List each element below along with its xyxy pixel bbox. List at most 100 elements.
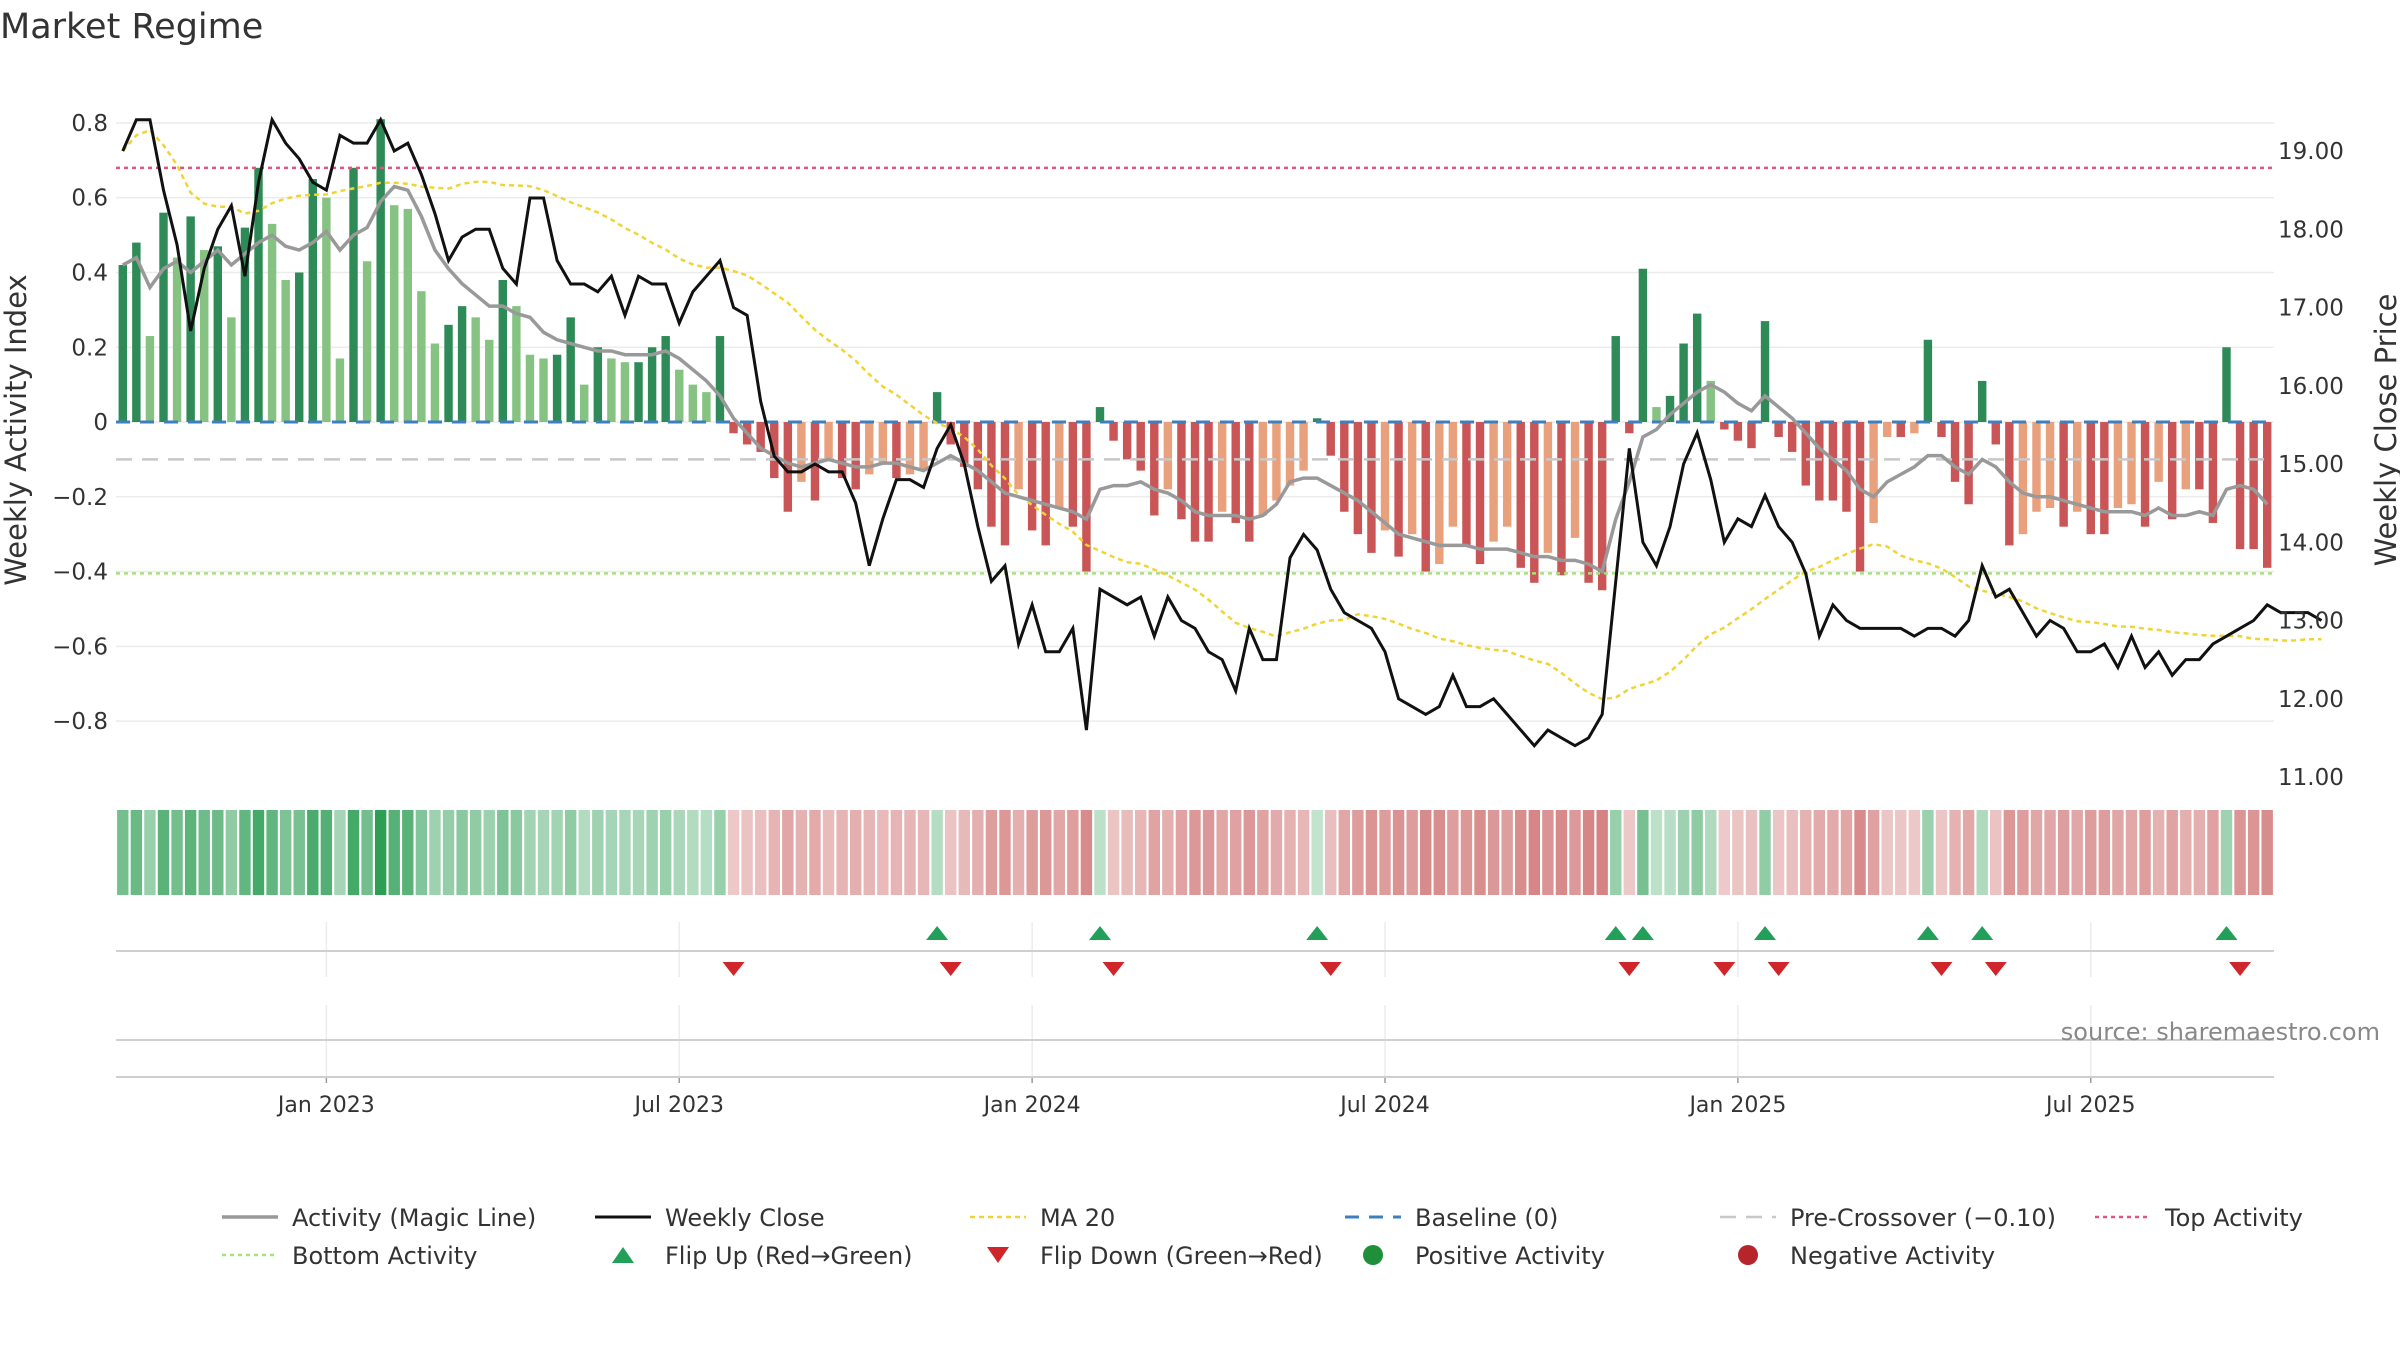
regime-cell (1990, 810, 2002, 895)
regime-cell (1352, 810, 1364, 895)
left-axis-title: Weekly Activity Index (0, 274, 33, 585)
activity-bar (1082, 422, 1091, 572)
activity-bar (213, 246, 222, 423)
activity-bar (1231, 422, 1240, 523)
activity-bar (308, 179, 318, 423)
activity-bar (1679, 343, 1688, 423)
x-tick-label: Jul 2024 (1338, 1093, 1430, 1118)
left-tick-label: −0.2 (52, 485, 108, 511)
regime-cell (1365, 810, 1378, 895)
regime-cell (266, 810, 278, 895)
activity-bar (1014, 422, 1023, 490)
regime-cell (1542, 810, 1554, 895)
right-tick-label: 18.00 (2278, 217, 2344, 243)
activity-bar (417, 291, 426, 423)
activity-bar (1190, 422, 1200, 542)
activity-bar (1136, 422, 1145, 471)
flip-down-marker (1618, 962, 1641, 976)
activity-bar (1150, 422, 1159, 516)
activity-bar (1855, 422, 1865, 572)
flip-down-marker (1713, 962, 1736, 976)
regime-cell (1637, 810, 1649, 895)
regime-cell (768, 810, 780, 895)
regime-cell (551, 810, 563, 895)
regime-cell (836, 810, 848, 895)
right-tick-label: 15.00 (2278, 452, 2344, 478)
activity-bar (186, 216, 195, 423)
regime-cell (1691, 810, 1703, 895)
regime-cell (863, 810, 875, 895)
regime-cell (944, 810, 957, 895)
chart-title: Market Regime (0, 7, 263, 47)
regime-cell (1664, 810, 1676, 895)
regime-cell (1650, 810, 1663, 895)
activity-bar (2059, 422, 2068, 527)
regime-cell (795, 810, 808, 895)
right-tick-label: 16.00 (2278, 374, 2344, 400)
left-tick-label: −0.4 (52, 560, 108, 586)
x-tick-label: Jan 2025 (1687, 1093, 1786, 1118)
regime-cell (2057, 810, 2070, 895)
left-tick-label: 0.4 (71, 260, 108, 286)
regime-cell (659, 810, 672, 895)
flip-down-marker (2229, 962, 2252, 976)
activity-bar (390, 205, 399, 423)
activity-bar (335, 358, 345, 423)
activity-bar (525, 354, 535, 423)
regime-cell (1854, 810, 1866, 895)
regime-cell (1922, 810, 1934, 895)
activity-bar (118, 265, 127, 423)
regime-cell (809, 810, 821, 895)
activity-bar (702, 392, 711, 423)
regime-cell (1107, 810, 1120, 895)
regime-cell (958, 810, 970, 895)
regime-cell (1447, 810, 1459, 895)
regime-cell (849, 810, 862, 895)
regime-cell (822, 810, 835, 895)
regime-cell (2098, 810, 2111, 895)
activity-bar (159, 212, 168, 423)
activity-bar (1597, 422, 1607, 591)
regime-cell (307, 810, 319, 895)
regime-cell (429, 810, 441, 895)
activity-bar (1095, 407, 1105, 423)
regime-cell (1216, 810, 1228, 895)
regime-cell (2247, 810, 2260, 895)
activity-bar (688, 384, 698, 423)
regime-cell (1528, 810, 1541, 895)
regime-cell (198, 810, 210, 895)
activity-bar (1787, 422, 1797, 452)
regime-cell (1121, 810, 1133, 895)
activity-bar (376, 119, 385, 423)
activity-bar (932, 392, 942, 423)
activity-bar (254, 167, 263, 423)
activity-bar (1611, 336, 1620, 423)
activity-bar (281, 279, 290, 423)
regime-cell (1949, 810, 1961, 895)
activity-bar (227, 317, 236, 423)
activity-bar (1760, 321, 1770, 423)
regime-cell (2193, 810, 2206, 895)
regime-cell (1501, 810, 1513, 895)
regime-cell (985, 810, 998, 895)
regime-cell (2139, 810, 2151, 895)
activity-bar (444, 324, 453, 423)
regime-cell (1189, 810, 1201, 895)
regime-cell (1515, 810, 1527, 895)
regime-cell (1338, 810, 1350, 895)
regime-cell (1813, 810, 1826, 895)
flip-up-marker (1754, 926, 1777, 940)
legend-swatch (612, 1247, 634, 1263)
activity-bar (403, 208, 413, 423)
activity-bar (1530, 422, 1539, 583)
activity-bar (1543, 422, 1553, 553)
activity-bar (973, 422, 983, 490)
activity-bar (1041, 422, 1050, 546)
activity-bar (200, 250, 209, 423)
activity-bar (1435, 422, 1444, 565)
regime-cell (592, 810, 604, 895)
right-tick-label: 11.00 (2278, 765, 2344, 791)
regime-cell (2017, 810, 2029, 895)
activity-bar (1367, 422, 1376, 553)
